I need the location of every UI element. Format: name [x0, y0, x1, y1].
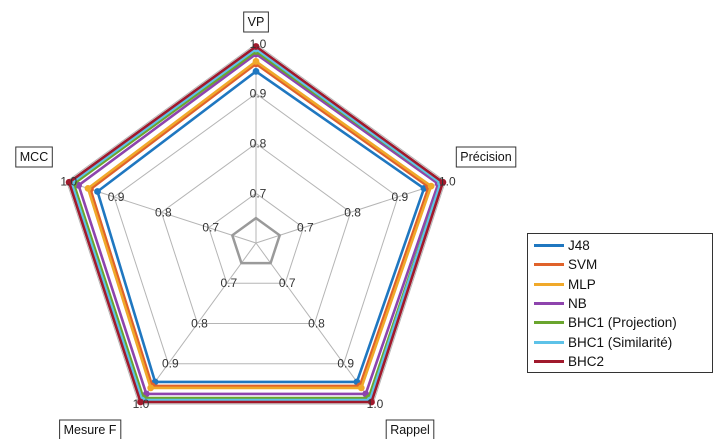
legend-item-2: MLP [528, 275, 712, 294]
legend-swatch-5 [534, 340, 564, 344]
ring-tick-label-4-3: 1.0 [60, 175, 77, 189]
axis-label-box-3 [59, 419, 122, 439]
series-point-6-4 [65, 178, 73, 186]
legend-swatch-1 [534, 263, 564, 267]
legend-label-1: SVM [568, 257, 598, 273]
ring-tick-label-1-1: 0.8 [344, 205, 361, 219]
grid-spoke-1 [255, 181, 446, 244]
grid-spoke-3 [138, 242, 257, 405]
axis-label-box-0 [243, 11, 269, 33]
ring-tick-label-0-3: 1.0 [250, 37, 267, 51]
ring-tick-label-2-2: 0.9 [337, 357, 354, 371]
series-point-0-0 [252, 68, 260, 75]
series-line-0 [96, 70, 426, 384]
legend-label-2: MLP [568, 276, 596, 292]
legend-item-3: NB [528, 294, 712, 313]
ring-tick-label-3-2: 0.9 [162, 357, 179, 371]
axis-label-box-2 [385, 419, 435, 439]
series-point-6-2 [368, 398, 375, 406]
legend-swatch-3 [534, 302, 564, 306]
ring-tick-label-4-0: 0.7 [202, 221, 219, 235]
legend-swatch-4 [534, 321, 564, 325]
ring-tick-label-3-0: 0.7 [220, 276, 237, 290]
legend-label-6: BHC2 [568, 353, 605, 369]
legend-swatch-0 [534, 244, 564, 248]
legend-item-1: SVM [528, 255, 712, 274]
ring-tick-label-1-0: 0.7 [297, 221, 314, 235]
ring-tick-label-0-0: 0.7 [250, 186, 267, 200]
series-point-2-2 [357, 384, 365, 392]
grid-ring-0 [208, 192, 304, 284]
series-line-6 [67, 45, 445, 404]
ring-tick-label-3-1: 0.8 [191, 317, 208, 331]
series-point-2-0 [252, 58, 260, 65]
ring-tick-label-3-3: 1.0 [133, 397, 150, 411]
axis-label-1: Précision [460, 150, 511, 164]
series-point-2-1 [427, 182, 435, 190]
grid-ring-1 [160, 142, 352, 324]
ring-tick-label-4-2: 0.9 [108, 190, 125, 204]
series-point-6-3 [137, 398, 144, 406]
legend-label-0: J48 [568, 238, 590, 254]
axis-label-0: VP [248, 15, 265, 29]
series-line-4 [72, 50, 442, 400]
ring-tick-label-0-2: 0.9 [250, 87, 267, 101]
axis-label-2: Rappel [390, 423, 430, 437]
series-point-2-4 [84, 185, 92, 192]
inner-reference-polygon [230, 216, 282, 265]
series-line-3 [77, 52, 440, 396]
series-line-2 [86, 60, 433, 390]
series-point-0-4 [94, 188, 101, 195]
series-line-5 [70, 47, 442, 402]
legend-label-5: BHC1 (Similarité) [568, 334, 673, 350]
legend-swatch-2 [534, 282, 564, 286]
ring-tick-label-0-1: 0.8 [250, 137, 267, 151]
legend-label-3: NB [568, 296, 587, 312]
axis-label-4: MCC [20, 150, 48, 164]
ring-tick-label-1-2: 0.9 [392, 190, 409, 204]
series-point-2-3 [147, 384, 155, 392]
ring-tick-label-1-3: 1.0 [439, 175, 456, 189]
axis-label-box-4 [15, 146, 53, 168]
ring-tick-label-4-1: 0.8 [155, 205, 172, 219]
grid-ring-3 [66, 43, 446, 405]
legend-item-0: J48 [528, 236, 712, 255]
legend: J48 SVM MLP NB BHC1 (Projection) BHC1 (Simila… [527, 233, 713, 373]
axis-label-3: Mesure F [64, 423, 117, 437]
series-point-6-1 [439, 178, 447, 186]
grid-ring-2 [113, 93, 399, 365]
legend-item-6: BHC2 [528, 352, 712, 371]
legend-label-4: BHC1 (Projection) [568, 315, 677, 331]
legend-item-5: BHC1 (Similarité) [528, 332, 712, 351]
ring-tick-label-2-0: 0.7 [279, 276, 296, 290]
ring-tick-label-2-1: 0.8 [308, 317, 325, 331]
series-point-6-0 [252, 43, 260, 50]
axis-label-box-1 [455, 146, 517, 168]
legend-swatch-6 [534, 359, 564, 363]
series-line-1 [89, 62, 431, 388]
ring-tick-label-2-3: 1.0 [367, 397, 384, 411]
legend-item-4: BHC1 (Projection) [528, 313, 712, 332]
grid-spoke-2 [255, 242, 374, 405]
